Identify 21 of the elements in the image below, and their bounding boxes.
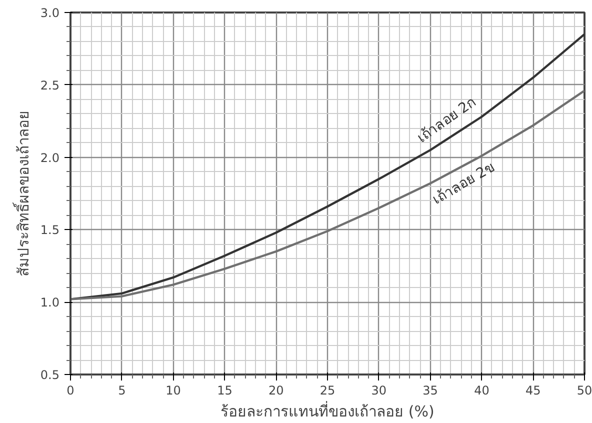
x-tick-label: 50 (576, 384, 592, 398)
x-tick-label: 15 (217, 384, 232, 398)
y-tick-label: 2.0 (40, 150, 60, 165)
x-tick-label: 45 (525, 384, 541, 398)
y-tick-label: 2.5 (40, 78, 60, 92)
x-tick-label: 0 (66, 384, 74, 398)
y-axis-title: สัมประสิทธิ์ผลของเถ้าลอย (12, 110, 32, 276)
y-tick-label: 0.5 (40, 368, 60, 382)
y-tick-label: 1.5 (40, 223, 60, 238)
y-tick-label: 3.0 (40, 6, 60, 20)
x-tick-label: 25 (320, 384, 336, 398)
y-tick-label: 1.0 (40, 296, 60, 310)
x-tick-label: 10 (166, 384, 181, 398)
x-tick-label: 30 (371, 384, 387, 398)
x-tick-label: 40 (474, 384, 490, 398)
x-tick-label: 20 (268, 384, 284, 398)
x-tick-label: 35 (422, 384, 438, 398)
x-axis-title: ร้อยละการแทนที่ของเถ้าลอย (%) (220, 400, 434, 420)
line-series (70, 90, 584, 300)
line-series (70, 33, 584, 300)
x-tick-label: 5 (118, 384, 126, 398)
